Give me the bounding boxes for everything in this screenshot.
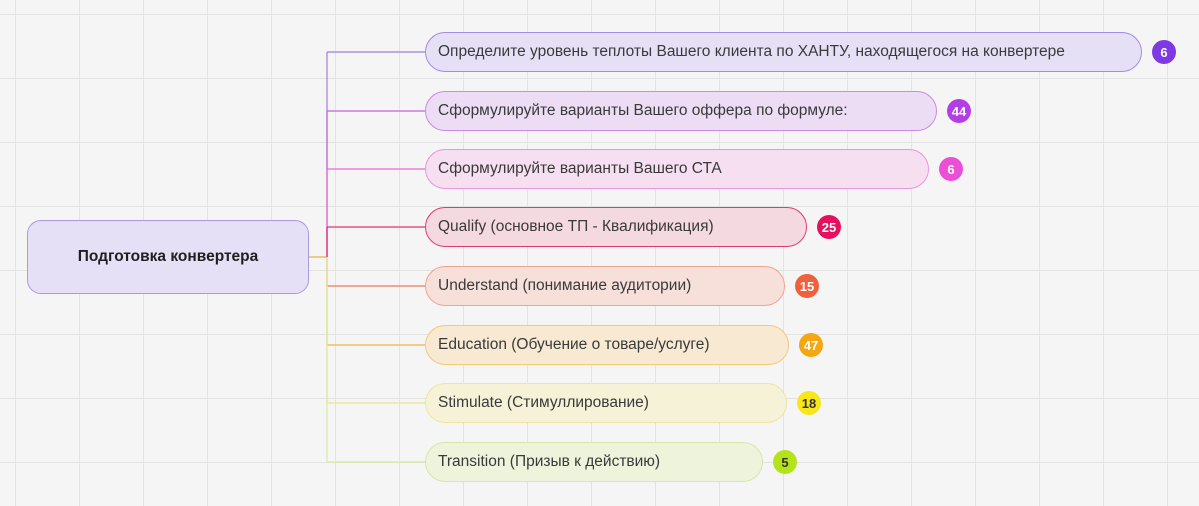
branch-node[interactable]: Сформулируйте варианты Вашего оффера по … [425,91,937,131]
branch-node[interactable]: Определите уровень теплоты Вашего клиент… [425,32,1142,72]
branch-node-label: Сформулируйте варианты Вашего оффера по … [438,102,848,119]
branch-node[interactable]: Сформулируйте варианты Вашего СТА [425,149,929,189]
branch-node-label: Education (Обучение о товаре/услуге) [438,336,710,353]
branch-node-label: Qualify (основное ТП - Квалификация) [438,218,714,235]
child-count-badge[interactable]: 6 [939,157,963,181]
branch-node-label: Определите уровень теплоты Вашего клиент… [438,43,1065,60]
child-count-badge[interactable]: 18 [797,391,821,415]
child-count-badge[interactable]: 5 [773,450,797,474]
branch-node-label: Understand (понимание аудитории) [438,277,692,294]
child-count-badge[interactable]: 25 [817,215,841,239]
branch-node-label: Transition (Призыв к действию) [438,453,661,470]
branch-node-label: Stimulate (Стимуллирование) [438,394,649,411]
branch-node[interactable]: Transition (Призыв к действию) [425,442,763,482]
child-count-badge[interactable]: 6 [1152,40,1176,64]
branch-node[interactable]: Stimulate (Стимуллирование) [425,383,787,423]
branch-node-label: Сформулируйте варианты Вашего СТА [438,160,722,177]
branch-node[interactable]: Understand (понимание аудитории) [425,266,785,306]
root-node-label: Подготовка конвертера [77,248,259,265]
child-count-badge[interactable]: 15 [795,274,819,298]
branch-node[interactable]: Education (Обучение о товаре/услуге) [425,325,789,365]
child-count-badge[interactable]: 47 [799,333,823,357]
branch-node[interactable]: Qualify (основное ТП - Квалификация) [425,207,807,247]
child-count-badge[interactable]: 44 [947,99,971,123]
root-node[interactable]: Подготовка конвертера [27,220,309,294]
